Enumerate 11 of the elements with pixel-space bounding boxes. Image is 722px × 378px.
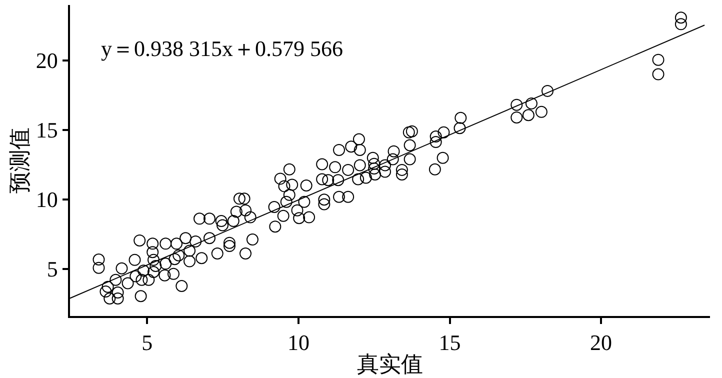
x-axis-title: 真实值 [357,352,423,377]
x-tick-label: 10 [287,330,310,356]
y-axis-title: 预测值 [7,128,32,194]
y-tick-label: 20 [36,48,58,74]
y-tick-label: 15 [36,118,58,143]
y-tick-label: 10 [36,187,58,212]
x-tick-label: 20 [590,330,612,356]
x-tick-label: 15 [438,330,461,356]
annotation: y＝0.938 315x＋0.579 566 [101,36,343,61]
x-tick-label: 5 [142,330,153,356]
y-tick-label: 5 [46,256,58,282]
